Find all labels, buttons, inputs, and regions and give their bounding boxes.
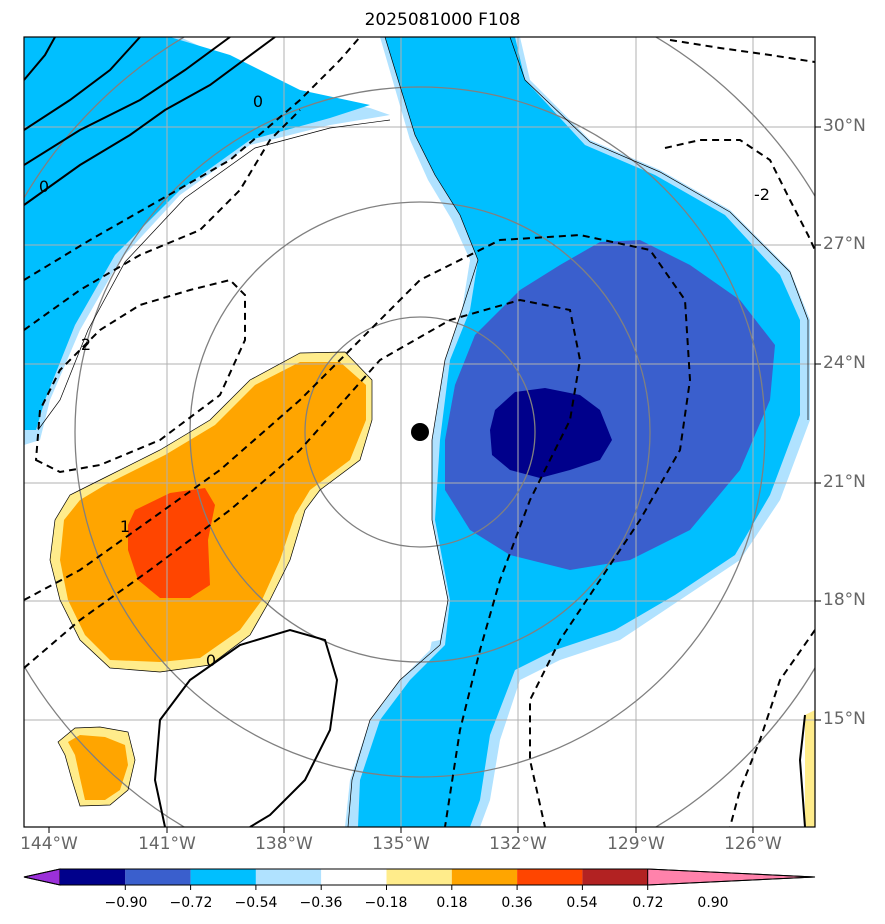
lon-label: 141°W (138, 834, 196, 854)
lat-label: 27°N (823, 234, 866, 254)
colorbar-tick-label: −0.54 (234, 895, 278, 911)
lat-label: 24°N (823, 353, 866, 373)
contour-label: 0 (206, 651, 216, 670)
colorbar-bin (582, 869, 648, 885)
range-rings (24, 37, 815, 827)
colorbar (23, 868, 816, 890)
field-white-core (55, 120, 470, 648)
lon-label: 135°W (372, 834, 430, 854)
storm-center-marker (411, 423, 429, 441)
axis-ticks (48, 126, 821, 833)
colorbar-extend-min (23, 868, 61, 886)
field-outlines (37, 37, 809, 827)
colorbar-tick-label: −0.90 (104, 895, 148, 911)
lat-label: 18°N (823, 590, 866, 610)
colorbar-bin (386, 869, 452, 885)
field-yellow-edge (805, 710, 815, 827)
lon-label: 138°W (255, 834, 313, 854)
colorbar-bin (517, 869, 583, 885)
colorbar-tick-label: 0.18 (436, 895, 468, 911)
colorbar-tick-label: −0.36 (299, 895, 343, 911)
contour-label: 1 (120, 517, 130, 536)
contour-label: 2 (81, 335, 91, 354)
colorbar-bin (451, 869, 518, 885)
solid-contours (24, 37, 806, 827)
contour-labels: 0 0 2 -2 1 0 (39, 92, 770, 670)
field-medblue (445, 240, 775, 570)
colorbar-outline (23, 868, 816, 886)
map-title: 2025081000 F108 (364, 10, 521, 30)
colorbar-tick-label: 0.72 (632, 895, 664, 911)
map-plot-area (24, 37, 815, 827)
field-orange-small (68, 735, 128, 800)
contour-label: 0 (39, 177, 49, 196)
plot-frame (23, 36, 816, 828)
field-cyan-west (24, 37, 370, 430)
colorbar-tick-label: 0.90 (697, 895, 729, 911)
lat-label: 30°N (823, 116, 866, 136)
field-darkblue (490, 388, 612, 478)
colorbar-bin (190, 869, 256, 885)
colorbar-bin (125, 869, 191, 885)
lon-label: 129°W (607, 834, 665, 854)
colorbar-bin (60, 869, 126, 885)
colorbar-bin (321, 869, 387, 885)
lat-label: 15°N (823, 709, 866, 729)
dashed-contours (24, 37, 815, 827)
lon-label: 126°W (724, 834, 782, 854)
graticule (24, 37, 815, 827)
lon-label: 132°W (489, 834, 547, 854)
colorbar-tick-label: 0.54 (566, 895, 598, 911)
colorbar-tick-label: 0.36 (501, 895, 533, 911)
colorbar-bin (255, 869, 322, 885)
colorbar-tick-label: −0.72 (169, 895, 213, 911)
colorbar-extend-max (647, 868, 816, 886)
contour-label: -2 (754, 185, 770, 204)
colorbar-tick-label: −0.18 (364, 895, 408, 911)
contour-label: 0 (253, 92, 263, 111)
lon-label: 144°W (20, 834, 78, 854)
lat-label: 21°N (823, 472, 866, 492)
